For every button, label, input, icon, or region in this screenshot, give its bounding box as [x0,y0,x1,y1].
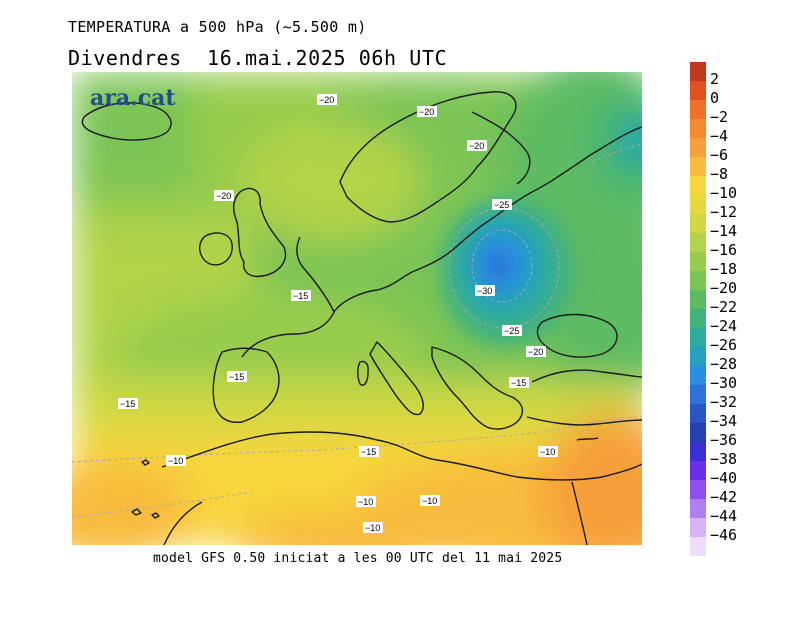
cold-pool [439,117,642,347]
colorbar-swatch [690,157,706,176]
isotherm-label: −30 [477,286,492,296]
colorbar-label: −36 [710,431,738,449]
isotherm-label: −15 [511,378,526,388]
colorbar-swatch [690,366,706,385]
model-info: model GFS 0.50 iniciat a les 00 UTC del … [153,551,563,566]
temperature-map: ara.cat −20 −20 −20 −20 −25 −30 −25 −20 … [72,72,642,545]
isotherm-label: −20 [216,191,231,201]
colorbar-swatch [690,271,706,290]
isotherm-label: −25 [494,200,509,210]
colorbar-swatch [690,328,706,347]
colorbar-label: −22 [710,298,738,316]
colorbar-swatch [690,423,706,442]
isotherm-label: −25 [504,326,519,336]
colorbar-label: −4 [710,127,729,145]
colorbar-swatch [690,499,706,518]
isotherm-label: −20 [419,107,434,117]
color-scale-bar [690,62,706,556]
colorbar-label: −8 [710,165,729,183]
colorbar-label: −10 [710,184,738,202]
colorbar-label: −6 [710,146,729,164]
colorbar-swatch [690,62,706,81]
colorbar-swatch [690,537,706,556]
colorbar-label: −12 [710,203,738,221]
isotherm-label: −15 [229,372,244,382]
colorbar-label: −34 [710,412,738,430]
valid-time: Divendres 16.mai.2025 06h UTC [68,46,448,70]
colorbar-label: −24 [710,317,738,335]
colorbar-label: −32 [710,393,738,411]
isotherm-labels: −20 −20 −20 −20 −25 −30 −25 −20 −15 −15 … [118,94,558,533]
colorbar-label: −16 [710,241,738,259]
colorbar-swatch [690,309,706,328]
isotherm-label: −20 [469,141,484,151]
isotherm-label: −10 [358,497,373,507]
colorbar-label: −20 [710,279,738,297]
colorbar-swatch [690,385,706,404]
isotherm-label: −10 [540,447,555,457]
colorbar-swatch [690,442,706,461]
colorbar-swatch [690,138,706,157]
colorbar-swatch [690,81,706,100]
isotherm-label: −10 [422,496,437,506]
colorbar-swatch [690,347,706,366]
colorbar-swatch [690,195,706,214]
map-title: TEMPERATURA a 500 hPa (~5.500 m) [68,18,367,36]
colorbar-swatch [690,233,706,252]
isotherm-label: −20 [319,95,334,105]
colorbar-swatch [690,290,706,309]
colorbar-label: −14 [710,222,738,240]
colorbar-swatch [690,461,706,480]
colorbar-swatch [690,176,706,195]
colorbar-swatch [690,119,706,138]
colorbar-label: −18 [710,260,738,278]
colorbar-label: −38 [710,450,738,468]
colorbar-swatch [690,518,706,537]
colorbar-label: −40 [710,469,738,487]
colorbar-swatch [690,214,706,233]
colorbar-swatch [690,480,706,499]
isotherm-label: −10 [365,523,380,533]
aracat-logo: ara.cat [90,85,176,111]
colorbar-label: −46 [710,526,738,544]
colorbar-swatch [690,404,706,423]
isotherm-label: −15 [120,399,135,409]
colorbar-label: −28 [710,355,738,373]
colorbar-label: −2 [710,108,729,126]
colorbar-swatch [690,100,706,119]
colorbar-label: −44 [710,507,738,525]
coastlines [81,91,642,545]
colorbar-label: −30 [710,374,738,392]
isotherm-label: −15 [361,447,376,457]
colorbar-label: 0 [710,89,720,107]
isotherm-label: −20 [528,347,543,357]
colorbar-swatch [690,252,706,271]
colorbar-label: −26 [710,336,738,354]
isotherm-label: −15 [293,291,308,301]
colorbar-label: −42 [710,488,738,506]
colorbar-label: 2 [710,70,720,88]
isotherm-label: −10 [168,456,183,466]
